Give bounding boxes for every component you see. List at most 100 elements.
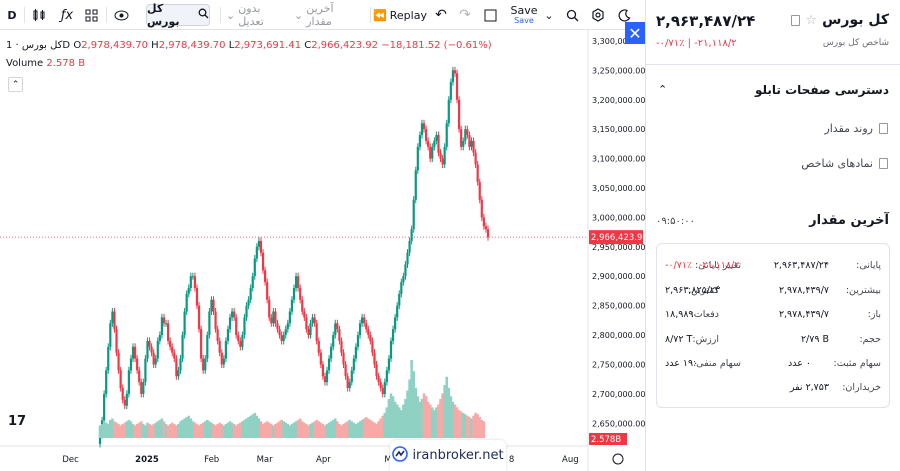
volume-bar: [276, 422, 279, 438]
candle-body: [131, 346, 135, 359]
fullscreen-icon[interactable]: [480, 0, 500, 30]
candle-body: [129, 358, 133, 371]
volume-bar: [443, 385, 446, 438]
candle-body: [350, 370, 353, 383]
negative-stocks-value: ۱۹۰ عدد: [665, 358, 699, 369]
star-icon[interactable]: ☆: [805, 12, 818, 28]
candle-body: [286, 323, 289, 330]
candle-type-icon[interactable]: [30, 0, 48, 30]
candle-body: [340, 340, 343, 353]
candle-body: [266, 282, 269, 300]
candle-body: [175, 358, 178, 377]
link-value-trend[interactable]: روند مقدار: [824, 122, 888, 135]
candle-body: [416, 146, 419, 171]
candle-body: [133, 346, 137, 359]
volume-bar: [342, 424, 345, 438]
candle-body: [455, 73, 459, 100]
volume-bar: [441, 393, 444, 438]
volume-bar: [333, 418, 337, 438]
volume-bar: [385, 407, 389, 438]
volume-bar: [461, 412, 465, 438]
legend-high: 2,978,439.70: [158, 40, 226, 51]
eye-icon[interactable]: [112, 0, 130, 30]
volume-bar: [142, 424, 145, 438]
candle-body: [183, 311, 186, 336]
candle-body: [202, 358, 205, 371]
price-chart[interactable]: 3,300,000.00 3,250,000.00 3,200,000.00 3,15…: [0, 30, 645, 471]
volume-bar: [160, 418, 164, 438]
candle-body: [383, 382, 386, 394]
candle-body: [437, 135, 440, 153]
candle-body: [439, 152, 442, 159]
close-panel-button[interactable]: ✕: [625, 22, 645, 44]
replay-button[interactable]: ⏪ Replay: [373, 0, 427, 30]
interval-button[interactable]: D: [7, 8, 17, 22]
candle-body: [206, 335, 209, 359]
link-index-symbols[interactable]: نمادهای شاخص: [801, 157, 888, 170]
candle-body: [115, 329, 118, 353]
settings-gear-icon[interactable]: [588, 0, 608, 30]
volume-bar: [422, 393, 426, 438]
volume-value: ۲/۷۹ B: [800, 334, 829, 345]
dark-mode-moon-icon[interactable]: [614, 0, 634, 30]
volume-bar: [218, 422, 222, 438]
x-tick-label: Apr: [316, 455, 331, 465]
layout-grid-icon[interactable]: [82, 0, 100, 30]
volume-bar: [265, 421, 269, 438]
redo-icon[interactable]: ↷: [459, 7, 471, 23]
symbol-search-button[interactable]: کل بورس: [146, 2, 210, 28]
save-button[interactable]: Save Save: [506, 0, 542, 30]
volume-bar: [451, 401, 455, 438]
volume-bar: [133, 425, 137, 438]
candle-body: [431, 146, 434, 159]
last-value-dropdown[interactable]: ⌄ آخرین مقدار: [294, 0, 362, 30]
candle-body: [222, 358, 225, 365]
volume-bar: [131, 424, 135, 438]
candle-body: [319, 352, 322, 365]
volume-bar: [282, 421, 285, 438]
candle-body: [433, 140, 436, 147]
collapse-legend-button[interactable]: ⌃: [8, 77, 23, 92]
volume-bar: [278, 421, 281, 438]
axis-settings-icon: [612, 453, 624, 465]
candle-body: [354, 346, 358, 359]
legend-close: 2,966,423.92: [311, 40, 379, 51]
chart-canvas[interactable]: 3,300,000.00 3,250,000.00 3,200,000.00 3,15…: [0, 30, 645, 471]
undo-icon[interactable]: ↶: [435, 7, 447, 23]
divider: [24, 7, 25, 23]
quick-search-icon[interactable]: [562, 0, 582, 30]
volume-bar: [203, 421, 207, 438]
candle-body: [282, 335, 285, 341]
volume-bar: [344, 422, 347, 438]
volume-bar: [272, 425, 275, 438]
candle-body: [148, 340, 151, 347]
indicators-icon[interactable]: ƒx: [60, 7, 74, 23]
y-tick-label: 3,150,000.00: [592, 125, 645, 134]
watermark: iranbroker.net: [390, 440, 506, 471]
candle-body: [173, 352, 176, 359]
volume-bar: [453, 404, 457, 438]
y-tick-label: 3,250,000.00: [592, 66, 645, 75]
chevron-down-icon[interactable]: ⌄: [544, 8, 554, 22]
panel-symbol: کل بورس: [822, 12, 889, 28]
save-label: Save: [510, 4, 538, 18]
candle-body: [476, 164, 479, 183]
candle-body: [410, 229, 413, 241]
candle-body: [478, 182, 481, 200]
tradingview-logo-icon[interactable]: 17: [8, 414, 27, 429]
candle-body: [146, 340, 149, 359]
volume-bar: [191, 421, 195, 438]
volume-bar: [393, 401, 397, 438]
candle-body: [117, 352, 120, 371]
volume-bar: [210, 422, 213, 438]
document-icon[interactable]: [791, 14, 801, 26]
candle-body: [484, 226, 488, 230]
candle-body: [363, 317, 366, 324]
volume-bar: [113, 421, 116, 438]
volume-label: حجم:: [859, 334, 881, 345]
volume-bar: [259, 421, 263, 438]
candle-body: [412, 199, 415, 230]
chevron-up-icon[interactable]: ⌃: [658, 83, 668, 96]
volume-bar: [362, 418, 366, 438]
adjust-dropdown[interactable]: ⌄ بدون تعدیل: [226, 0, 288, 30]
